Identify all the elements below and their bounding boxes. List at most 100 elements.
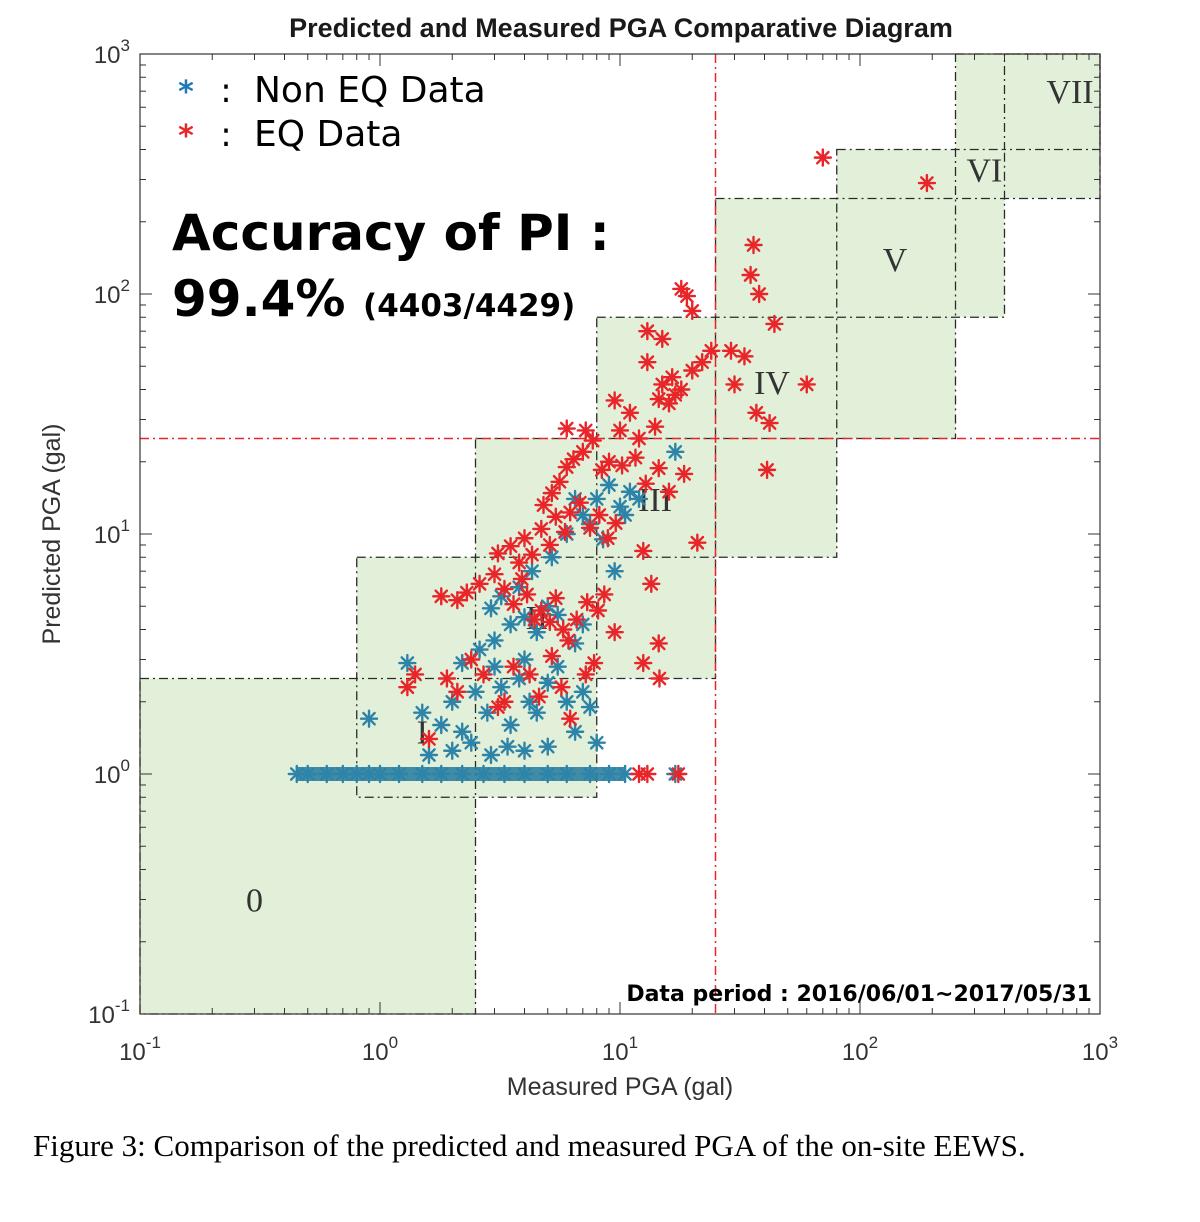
point-non-eq-24: [443, 692, 462, 711]
point-eq-7: [448, 682, 467, 702]
point-eq-40: [488, 544, 508, 563]
point-eq-41: [501, 536, 520, 556]
point-eq-96: [757, 460, 777, 480]
point-eq-97: [797, 375, 816, 394]
point-eq-72: [576, 421, 595, 440]
point-non-eq-51: [485, 631, 504, 650]
point-non-eq-37: [557, 692, 576, 711]
point-non-eq-8: [413, 764, 432, 784]
point-non-eq-63: [542, 548, 562, 567]
point-non-eq-46: [538, 737, 557, 756]
point-eq-110: [650, 669, 669, 688]
legend-separator-non-eq: :: [220, 71, 231, 111]
point-non-eq-70: [599, 475, 619, 495]
point-eq-101: [645, 417, 665, 436]
point-eq-63: [599, 452, 619, 471]
point-non-eq-50: [470, 640, 489, 659]
point-eq-25: [495, 579, 514, 599]
point-eq-35: [567, 610, 586, 629]
x-tick-label-0: 10-1: [119, 1033, 161, 1066]
point-non-eq-25: [452, 722, 472, 741]
point-eq-49: [560, 503, 580, 522]
legend-label-eq: EQ Data: [254, 114, 402, 155]
point-eq-80: [702, 341, 721, 360]
point-eq-27: [512, 569, 532, 589]
point-eq-107: [642, 574, 661, 594]
point-eq-67: [649, 459, 668, 478]
point-non-eq-35: [538, 673, 557, 692]
point-eq-50: [570, 493, 590, 512]
point-eq-73: [610, 421, 630, 440]
point-eq-84: [683, 301, 702, 321]
x-axis-label: Measured PGA (gal): [507, 1073, 734, 1101]
point-eq-56: [542, 483, 562, 503]
point-non-eq-71: [620, 482, 640, 501]
point-eq-6: [437, 669, 457, 688]
point-non-eq-15: [557, 764, 576, 784]
point-eq-33: [554, 620, 573, 639]
point-non-eq-52: [501, 615, 520, 634]
point-eq-100: [629, 429, 649, 448]
point-eq-66: [636, 474, 655, 493]
point-non-eq-38: [565, 722, 585, 741]
accuracy-value-line: 99.4% (4403/4429): [172, 270, 575, 328]
point-non-eq-2: [317, 764, 336, 784]
legend: * : Non EQ Data * : EQ Data: [178, 70, 486, 155]
point-non-eq-9: [432, 764, 451, 784]
legend-separator-eq: :: [220, 115, 231, 155]
x-tick-label-4: 103: [1082, 1033, 1118, 1066]
point-eq-39: [605, 622, 624, 642]
legend-marker-non-eq: *: [178, 75, 194, 110]
point-non-eq-13: [515, 764, 534, 784]
x-tick-label-3: 102: [842, 1033, 878, 1066]
zone-label-0: 0: [246, 882, 263, 919]
point-eq-64: [612, 456, 632, 475]
scatter-points: [287, 148, 937, 784]
tick-labels: 10-1 100 101 102 103 10-1 100 101 102 103: [88, 36, 1118, 1066]
point-eq-22: [457, 583, 477, 602]
point-eq-109: [634, 653, 653, 673]
point-eq-76: [672, 380, 691, 399]
point-non-eq-7: [389, 764, 409, 784]
point-eq-21: [448, 590, 467, 610]
point-eq-19: [584, 653, 604, 673]
zone-VII: [1004, 54, 1100, 150]
point-non-eq-10: [452, 764, 472, 784]
point-non-eq-58: [481, 599, 501, 618]
point-non-eq-39: [573, 682, 593, 702]
point-non-eq-29: [492, 677, 511, 697]
x-tick-label-1: 100: [362, 1033, 398, 1066]
point-non-eq-48: [587, 733, 606, 752]
y-tick-label-3: 102: [94, 276, 130, 309]
point-non-eq-16: [580, 764, 600, 784]
point-non-eq-17: [599, 764, 619, 784]
point-non-eq-14: [538, 764, 557, 784]
point-eq-46: [540, 535, 560, 555]
point-non-eq-43: [481, 745, 501, 765]
point-eq-87: [721, 341, 741, 360]
point-eq-86: [677, 286, 697, 306]
chart-title: Predicted and Measured PGA Comparative D…: [289, 13, 953, 43]
point-eq-34: [559, 631, 578, 650]
point-eq-104: [638, 352, 657, 372]
point-eq-103: [605, 391, 624, 410]
figure-caption: Figure 3: Comparison of the predicted an…: [33, 1128, 1026, 1163]
point-eq-68: [659, 482, 679, 501]
accuracy-value: 99.4%: [172, 270, 345, 328]
y-tick-label-2: 101: [94, 516, 130, 549]
point-eq-91: [744, 235, 763, 255]
zone-label-V: V: [883, 242, 908, 279]
point-eq-71: [557, 419, 576, 438]
point-non-eq-41: [443, 741, 462, 760]
point-eq-70: [688, 533, 707, 552]
x-tick-label-2: 101: [602, 1033, 638, 1066]
zone-label-VII: VII: [1046, 74, 1093, 111]
point-non-eq-62: [522, 561, 542, 581]
point-eq-92: [749, 284, 769, 304]
zone-border-I: [356, 556, 598, 798]
point-eq-54: [606, 513, 625, 533]
point-eq-89: [735, 347, 754, 366]
point-eq-81: [692, 352, 712, 372]
point-eq-105: [662, 368, 682, 387]
point-eq-18: [576, 665, 595, 684]
